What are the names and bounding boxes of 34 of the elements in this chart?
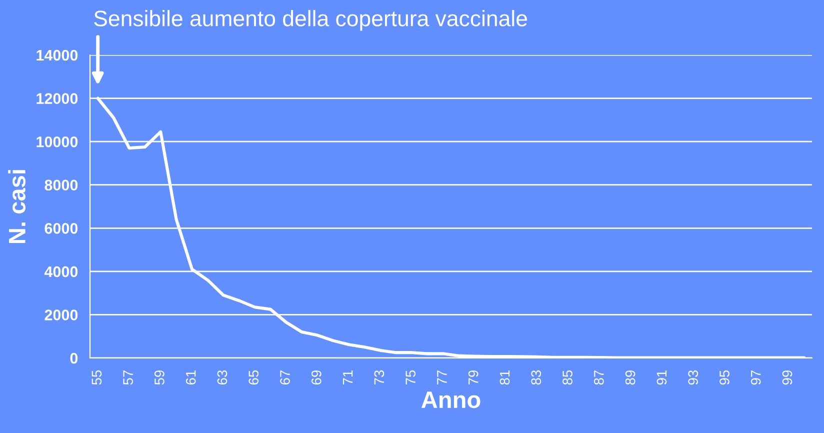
x-tick-label: 93 <box>688 370 698 385</box>
y-tick-label: 14000 <box>36 50 78 61</box>
y-tick-label: 2000 <box>44 310 78 320</box>
x-tick-label: 61 <box>186 370 196 385</box>
x-tick-label: 89 <box>625 370 636 385</box>
x-tick-label: 91 <box>656 370 667 385</box>
x-tick-label: 55 <box>92 370 102 385</box>
x-tick-label: 85 <box>562 370 572 385</box>
x-tick-label: 63 <box>217 370 228 385</box>
x-tick-label: 97 <box>750 370 761 385</box>
y-axis-title: N. casi <box>8 170 26 243</box>
x-tick-label: 65 <box>248 370 259 385</box>
text: Sensibile aumento della copertura vaccinale <box>94 10 527 31</box>
x-tick-label: 71 <box>343 370 353 385</box>
x-tick-label: 95 <box>720 370 730 385</box>
x-tick-label: 75 <box>406 370 416 385</box>
x-tick-label: 67 <box>280 370 290 385</box>
x-tick-label: 81 <box>500 370 510 385</box>
y-tick-label: 4000 <box>44 266 78 278</box>
x-tick-label: 59 <box>154 370 164 385</box>
y-tick-label: 6000 <box>44 223 78 234</box>
x-tick-label: 77 <box>437 370 447 385</box>
x-tick-label: 83 <box>531 370 542 385</box>
x-tick-label: 57 <box>123 370 133 385</box>
y-tick-label: 8000 <box>44 180 78 191</box>
y-tick-label: 12000 <box>36 93 78 104</box>
y-tick-label: 0 <box>70 352 78 364</box>
x-tick-label: 73 <box>374 370 384 385</box>
x-axis-title: Anno <box>421 392 480 408</box>
x-tick-label: 99 <box>782 370 792 385</box>
x-tick-label: 69 <box>311 370 322 385</box>
x-tick-label: 87 <box>594 370 604 385</box>
y-tick-label: 10000 <box>36 136 78 148</box>
x-tick-label: 79 <box>468 370 478 385</box>
